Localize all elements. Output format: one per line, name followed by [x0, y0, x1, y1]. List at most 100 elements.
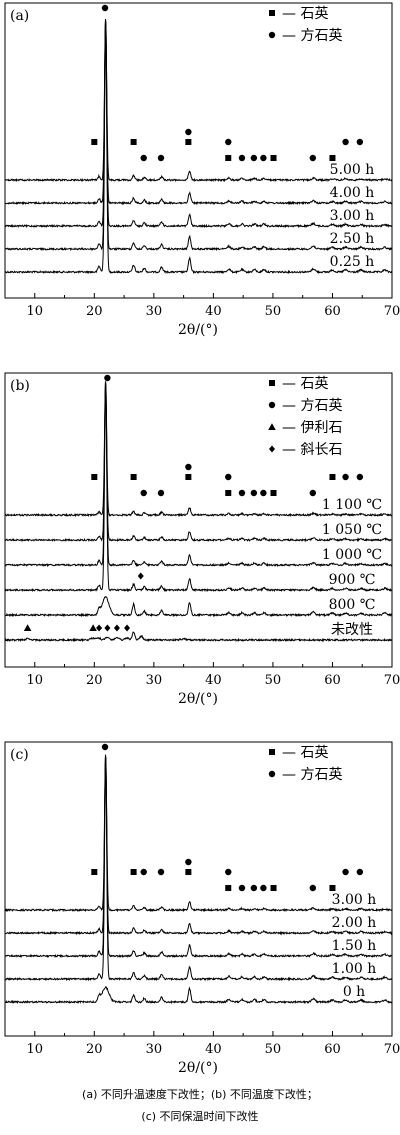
xrd-pattern-line [4, 755, 393, 982]
panel-label: (c) [10, 747, 29, 763]
x-tick-label: 40 [205, 1042, 222, 1057]
xrd-pattern-line [4, 381, 393, 568]
xrd-pattern-line [4, 19, 393, 206]
peak-marker-diamond [96, 624, 103, 632]
x-tick-label: 20 [86, 1042, 103, 1057]
x-tick-label: 50 [265, 1042, 282, 1057]
peak-marker-circle [309, 489, 317, 497]
peak-marker-circle [185, 463, 192, 471]
peak-marker-square [130, 139, 137, 145]
panel-label: (a) [10, 8, 29, 24]
peak-marker-square [185, 139, 192, 145]
panel-label: (b) [10, 378, 30, 394]
series-label: 未改性 [331, 622, 373, 638]
panel-c: 10 20 30 40 50 60 70 2θ/(°) (c) — 石英 — 方石英 0 h 1.00 … [4, 741, 400, 1076]
peak-marker-square [270, 885, 277, 891]
peak-marker-diamond [124, 624, 131, 632]
plot-frame [4, 2, 393, 299]
legend-entry: — 方石英 [282, 27, 342, 44]
xrd-figure-svg: 10 20 30 40 50 60 70 2θ/(°) (a) — 石英 — 方石英 0.25 h 2.… [4, 2, 400, 1076]
peak-marker-circle [140, 154, 147, 162]
peak-marker-square [130, 869, 137, 875]
peak-marker-circle [260, 489, 267, 497]
xrd-pattern-line [4, 19, 393, 275]
x-tick-label: 70 [384, 673, 400, 688]
x-tick-label: 70 [384, 1042, 400, 1057]
peak-marker-circle [342, 868, 349, 876]
x-tick-label: 30 [146, 1042, 163, 1057]
series-label: 4.00 h [330, 185, 375, 201]
peak-marker-circle [260, 884, 267, 892]
legend-marker-triangle [268, 423, 276, 430]
series-label: 0.25 h [330, 254, 375, 270]
peak-marker-diamond [104, 624, 111, 632]
xrd-pattern-line [4, 381, 392, 543]
peak-marker-circle [342, 473, 349, 481]
peak-marker-triangle [23, 624, 32, 631]
legend-entry: — 石英 [282, 744, 328, 761]
peak-marker-circle [101, 743, 109, 751]
x-axis-label: 2θ/(°) [178, 1060, 218, 1076]
peak-marker-circle [225, 868, 232, 876]
peak-marker-circle [157, 868, 165, 876]
peak-marker-square [91, 474, 98, 480]
series-label: 2.00 h [332, 915, 377, 931]
series-label: 1 100 ℃ [322, 497, 382, 513]
peak-marker-circle [250, 489, 258, 497]
legend-entry: — 石英 [282, 375, 328, 392]
peak-marker-square [91, 869, 98, 875]
peak-marker-circle [225, 473, 232, 481]
xrd-pattern-line [4, 382, 393, 593]
legend-marker-circle [268, 401, 276, 409]
series-label: 1.00 h [332, 961, 377, 977]
x-tick-label: 50 [265, 304, 282, 319]
plot-frame [4, 372, 393, 668]
x-tick-label: 60 [324, 673, 341, 688]
legend-entry: — 伊利石 [282, 420, 342, 436]
peak-marker-square [329, 155, 336, 161]
peak-marker-circle [238, 489, 246, 497]
series-label: 900 ℃ [329, 572, 376, 588]
figure-caption-line-2: (c) 不同保温时间下改性 [141, 1110, 259, 1123]
peak-marker-circle [185, 128, 192, 136]
peak-marker-diamond [137, 572, 144, 580]
series-label: 2.50 h [330, 231, 375, 247]
peak-marker-circle [225, 138, 232, 146]
peak-marker-circle [157, 489, 165, 497]
peak-marker-circle [140, 868, 147, 876]
panel-a: 10 20 30 40 50 60 70 2θ/(°) (a) — 石英 — 方石英 0.25 h 2.… [4, 2, 400, 338]
peak-marker-square [270, 155, 277, 161]
peak-marker-circle [356, 473, 364, 481]
peak-marker-diamond [113, 624, 120, 632]
xrd-pattern-line [4, 754, 393, 959]
x-tick-label: 30 [146, 304, 163, 319]
x-tick-label: 70 [384, 304, 400, 319]
legend-entry: — 方石英 [282, 397, 342, 414]
x-tick-label: 40 [205, 304, 222, 319]
xrd-pattern-line [4, 596, 393, 618]
peak-marker-square [225, 155, 232, 161]
series-label: 1 000 ℃ [322, 547, 382, 563]
x-tick-label: 10 [26, 304, 43, 319]
peak-marker-circle [342, 138, 349, 146]
series-label: 3.00 h [332, 892, 377, 908]
xrd-pattern-line [4, 754, 393, 913]
series-label: 1 050 ℃ [322, 522, 382, 538]
panel-b: 10 20 30 40 50 60 70 2θ/(°) (b) — 石英 — 方石英 — 伊利石 — 斜… [4, 372, 400, 707]
peak-marker-square [185, 869, 192, 875]
xrd-pattern-line [5, 631, 393, 643]
series-label: 800 ℃ [329, 597, 376, 613]
x-tick-label: 30 [146, 673, 163, 688]
peak-marker-square [225, 885, 232, 891]
peak-marker-square [130, 474, 137, 480]
series-label: 5.00 h [330, 162, 375, 178]
x-axis-label: 2θ/(°) [178, 691, 218, 707]
legend-marker-square [269, 10, 275, 16]
peak-marker-circle [250, 884, 258, 892]
x-axis-label: 2θ/(°) [178, 322, 218, 338]
legend-entry: — 斜长石 [282, 442, 342, 458]
peak-marker-circle [309, 154, 317, 162]
series-label: 3.00 h [330, 208, 375, 224]
peak-marker-square [91, 139, 98, 145]
legend-entry: — 方石英 [282, 766, 342, 783]
